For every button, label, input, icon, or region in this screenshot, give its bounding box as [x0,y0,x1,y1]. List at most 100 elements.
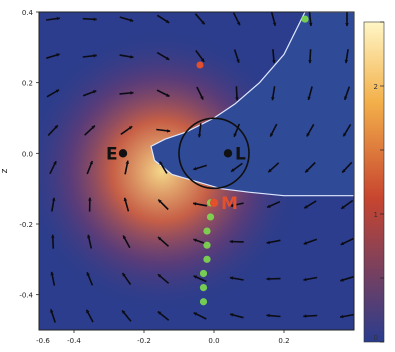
field-arrowhead [165,56,170,60]
field-arrowhead [272,60,276,64]
field-arrowhead [130,91,134,95]
field-arrowhead [344,96,348,100]
field-arrowhead [340,314,344,319]
field-arrowhead [229,239,233,244]
field-arrowhead [236,59,240,63]
field-arrowhead [266,240,270,245]
field-arrowhead [158,199,162,203]
field-arrowhead [197,134,202,138]
point-label-m: M [221,194,238,214]
field-arrowhead [307,96,311,100]
field-arrowhead [193,238,197,242]
field-arrowhead [86,272,90,276]
colorbar-tick-label: 2 [374,83,378,91]
field-arrowhead [51,197,56,201]
point-m [209,198,219,207]
field-arrowhead [123,235,127,239]
x-tick-label: 0.0 [208,337,219,345]
trail-dot [203,241,211,249]
y-tick-label: -0.4 [19,292,33,300]
field-arrowhead [308,22,313,26]
field-arrowhead [89,161,93,165]
field-arrowhead [51,234,55,238]
trail-dot [206,213,215,221]
trail-dot [301,15,309,23]
field-arrowhead [267,204,271,208]
field-arrowhead [233,133,237,137]
field-arrowhead [303,314,307,318]
y-tick-label: 0.0 [22,150,33,158]
field-arrowhead [272,22,277,26]
field-arrowhead [340,278,344,282]
y-tick-label: -0.2 [19,221,33,229]
field-arrowhead [56,53,60,57]
x-tick-label: -0.6 [36,337,50,345]
colorbar-tick-label: 1 [374,211,378,219]
field-arrowhead [303,277,307,282]
x-axis-ticks: -0.6 -0.4 -0.2 0.0 0.2 [36,330,290,345]
field-arrowhead [54,125,58,129]
colorbar-tick-label: 0 [374,334,378,342]
field-arrowhead [268,168,272,173]
field-arrowhead [50,271,54,276]
field-arrowhead [200,96,204,100]
field-arrowhead [304,205,308,209]
colorbar [363,21,385,343]
field-arrowhead [345,23,349,27]
vector-field [45,12,354,323]
field-arrowhead [53,161,57,165]
trail-dot [199,269,208,278]
point-label-l: L [235,144,246,164]
field-arrowhead [271,96,275,101]
plot-frame [38,11,355,331]
field-arrowhead [308,60,312,64]
point-label-e: E [106,144,118,164]
field-arrowhead [86,309,90,314]
x-tick-label: 0.2 [278,337,289,345]
field-arrowhead [122,273,126,277]
field-arrowhead [193,312,198,316]
y-axis-ticks: 0.4 0.2 0.0 -0.2 -0.4 [19,9,39,300]
field-arrowhead [229,276,234,280]
field-arrowhead [159,161,163,165]
point-e [118,149,128,158]
field-arrowhead [306,133,310,137]
trail-dot [203,227,211,235]
field-arrowhead [92,90,97,94]
field-arrowhead [193,202,197,206]
field-arrowhead [342,169,346,173]
point-l [223,149,233,158]
field-arrowhead [266,313,270,318]
trail-dot [203,255,211,263]
field-arrowhead [166,93,170,97]
field-arrowhead [341,205,345,209]
field-arrowhead [125,160,130,164]
x-tick-label: -0.2 [137,337,151,345]
field-arrowhead [50,309,54,313]
field-arrowhead [157,274,162,278]
field-arrowhead [270,133,274,137]
colorbar-ticks: 0 1 2 [374,21,384,343]
field-arrowhead [193,166,197,171]
plot-area: E L M [39,12,354,330]
field-arrowhead [266,277,270,281]
field-arrowhead [88,197,92,201]
field-arrowhead [305,169,309,173]
field-arrowhead [230,313,234,317]
field-arrowhead [128,126,133,130]
field-arrowhead [55,89,60,93]
field-arrowhead [344,59,349,64]
top-marker [196,61,204,69]
y-axis-label: z [0,168,10,173]
field-arrowhead [93,53,97,58]
field-arrowhead [157,311,162,315]
field-arrowhead [235,97,239,101]
field-arrowhead [56,16,60,21]
field-arrowhead [122,310,126,314]
x-tick-label: -0.4 [67,337,81,345]
dotted-trail [199,15,309,306]
field-arrowhead [340,241,345,245]
field-arrowhead [130,55,134,59]
field-arrowhead [200,58,205,62]
